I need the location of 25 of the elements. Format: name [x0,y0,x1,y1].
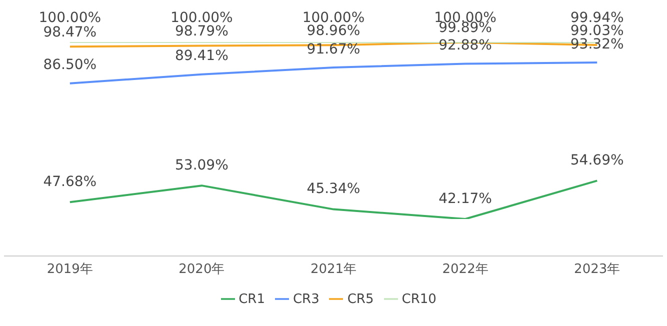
x-tick-label: 2021年 [310,262,357,278]
data-label: 98.79% [175,24,228,40]
legend-label: CR5 [347,292,374,307]
data-label: 99.03% [570,22,624,39]
data-label: 86.50% [43,57,97,74]
data-label: 42.17% [438,190,492,207]
data-label: 45.34% [306,181,360,198]
x-tick-label: 2022年 [442,262,488,278]
x-tick-label: 2019年 [46,262,93,278]
data-label: 93.32% [570,36,624,52]
data-label: 98.96% [306,23,360,40]
data-label: 100.00% [38,10,102,26]
data-label: 98.47% [43,24,97,41]
data-label: 100.00% [170,10,233,26]
x-tick-label: 2020年 [178,262,225,278]
data-label: 91.67% [306,41,360,58]
data-label: 54.69% [570,152,624,169]
data-label: 47.68% [43,174,97,190]
data-label: 53.09% [175,157,228,174]
data-label: 89.41% [175,48,228,64]
legend-label: CR10 [402,292,436,307]
data-label: 100.00% [302,10,365,26]
x-tick-label: 2023年 [574,262,620,278]
legend-label: CR3 [292,292,320,307]
legend-label: CR1 [238,292,265,307]
